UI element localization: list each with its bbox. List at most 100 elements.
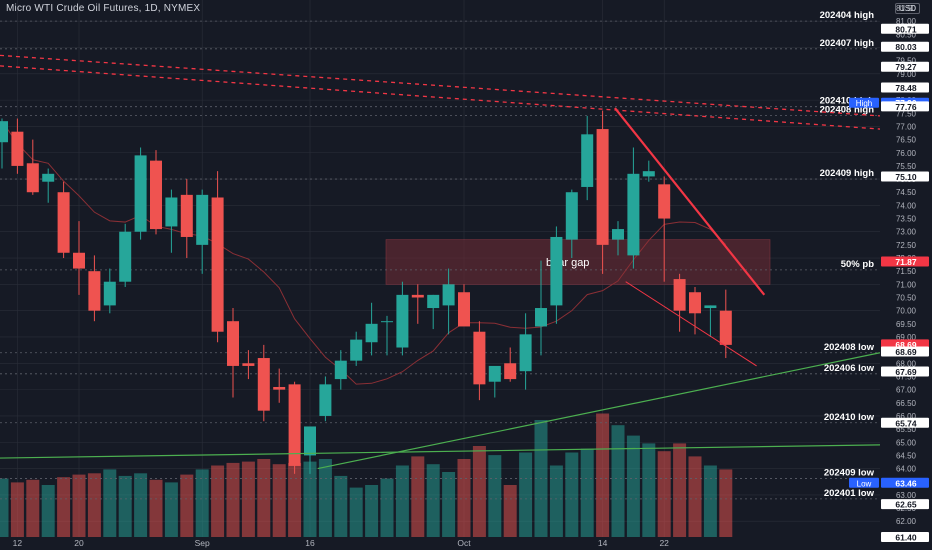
candle-body[interactable] [0,121,8,143]
candle-body[interactable] [719,310,732,345]
price-tag[interactable] [881,82,929,93]
candle-body[interactable] [150,160,162,230]
candle-body[interactable] [473,331,486,385]
candle-body[interactable] [304,426,316,456]
price-tag[interactable] [881,499,929,510]
price-tag[interactable] [881,532,929,542]
volume-bar [149,479,163,537]
candle-body[interactable] [119,231,132,282]
level-label: 202410 low [824,412,875,423]
candle-body[interactable] [334,360,347,380]
candle-body[interactable] [642,171,655,177]
candle-body[interactable] [519,334,532,372]
trendline-red-dotted[interactable] [0,65,881,130]
volume-bar [134,473,148,537]
bear-gap-zone[interactable] [385,239,771,285]
price-tag-label: 79.27 [895,62,917,72]
candle-body[interactable] [319,384,332,416]
price-tag[interactable] [881,23,929,34]
trendline-red-lower[interactable] [625,281,757,367]
price-tag[interactable] [881,477,929,488]
level-label: 202410 high [820,96,875,107]
candle-body[interactable] [535,308,547,327]
price-tag-label: 77.76 [895,102,917,112]
volume-bar [87,473,101,537]
candle-body[interactable] [488,365,501,382]
volume-bar [118,475,132,537]
volume-bar [703,465,717,537]
candle-body[interactable] [411,294,424,298]
price-tag[interactable] [881,101,929,112]
candle-body[interactable] [381,321,393,323]
y-tick-label: 76.50 [896,136,917,145]
candle-body[interactable] [103,281,116,306]
candle-body[interactable] [673,279,686,311]
y-tick-label: 71.50 [896,267,917,276]
extreme-badge [849,477,879,488]
trendline-green-rising[interactable] [317,352,881,470]
trendline-green-flat[interactable] [0,444,881,459]
candle-body[interactable] [288,384,301,466]
candle-body[interactable] [504,363,517,380]
price-tag[interactable] [881,61,929,72]
extreme-badge [849,97,879,108]
y-tick-label: 77.00 [896,122,917,131]
level-label: 202409 low [824,468,875,479]
candle-body[interactable] [565,192,578,240]
candle-body[interactable] [227,321,239,366]
price-tag[interactable] [881,171,929,182]
candle-body[interactable] [396,294,409,348]
trendline-red-dotted[interactable] [0,54,881,117]
level-label: 202408 low [824,342,875,353]
volume-bar [565,452,579,537]
y-tick-label: 62.00 [896,517,917,526]
y-tick-label: 64.50 [896,451,917,460]
price-tag-label: 68.69 [895,340,917,350]
candle-body[interactable] [273,386,286,390]
volume-bar [626,435,640,537]
currency-badge[interactable]: USD [895,3,920,14]
candle-body[interactable] [550,236,563,306]
candle-body[interactable] [350,339,363,361]
trendline-red-descending[interactable] [614,107,766,296]
candle-body[interactable] [42,173,55,182]
candle-body[interactable] [165,197,178,227]
candle-body[interactable] [196,194,209,245]
x-tick-label: Oct [457,538,471,548]
candle-body[interactable] [242,363,255,366]
candle-body[interactable] [581,134,594,187]
candle-body[interactable] [704,305,717,309]
x-tick-label: Sep [195,538,210,548]
candle-body[interactable] [596,129,609,245]
candle-body[interactable] [689,292,701,314]
candle-body[interactable] [73,252,85,269]
candle-body[interactable] [427,294,440,309]
price-tag[interactable] [881,41,929,52]
candle-body[interactable] [11,131,24,166]
candle-body[interactable] [458,292,470,327]
volume-bar [657,451,671,537]
candle-body[interactable] [88,271,101,311]
candle-body[interactable] [211,197,224,332]
x-tick-label: 12 [13,538,23,548]
candle-body[interactable] [134,155,147,232]
candle-body[interactable] [612,229,624,240]
candle-body[interactable] [365,323,378,343]
price-tag[interactable] [881,256,929,267]
price-tag[interactable] [881,417,929,428]
candle-body[interactable] [257,358,270,411]
level-label: 202401 low [824,488,875,499]
price-tag[interactable] [881,346,929,357]
candle-body[interactable] [658,184,671,219]
y-tick-label: 74.50 [896,188,917,197]
candle-body[interactable] [442,284,455,306]
candle-body[interactable] [57,192,70,253]
candle-body[interactable] [26,163,39,193]
candle-body[interactable] [627,173,640,256]
candle-body[interactable] [180,194,193,237]
price-tag-label: 68.69 [895,347,917,357]
volume-bar [195,469,209,537]
y-tick-label: 69.50 [896,320,917,329]
price-tag[interactable] [881,366,929,377]
